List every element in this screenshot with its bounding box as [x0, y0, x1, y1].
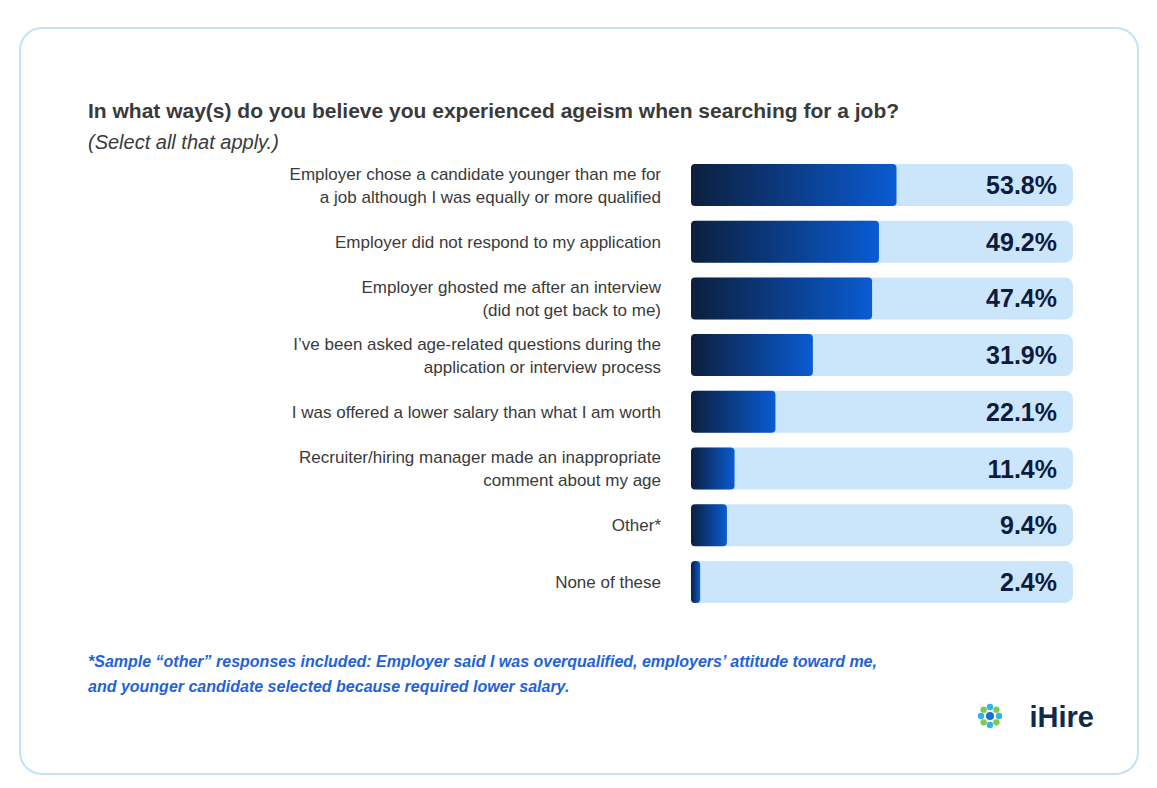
- footnote: *Sample “other” responses included: Empl…: [88, 653, 877, 695]
- bar: [691, 391, 775, 433]
- value-label: 53.8%: [986, 171, 1057, 199]
- bar-track: [691, 221, 1073, 263]
- logo-dot: [996, 713, 1002, 719]
- text-line: I was offered a lower salary than what I…: [292, 403, 661, 422]
- bar-track: [691, 334, 1073, 376]
- value-label: 31.9%: [986, 341, 1057, 369]
- text-line: None of these: [555, 573, 661, 592]
- bar-track: [691, 391, 1073, 433]
- logo-dot: [978, 713, 984, 719]
- bar: [691, 561, 700, 603]
- bars: [691, 164, 897, 603]
- bar-track: [691, 561, 1073, 603]
- bar-track: [691, 504, 1073, 546]
- text-line: comment about my age: [483, 471, 661, 490]
- bar: [691, 504, 727, 546]
- bar-track: [691, 448, 1073, 490]
- logo-dot: [987, 722, 993, 728]
- logo-icon: [978, 704, 1002, 728]
- category-label: Employer chose a candidate younger than …: [290, 165, 662, 207]
- logo-dot: [993, 706, 999, 712]
- bar: [691, 164, 897, 206]
- text-line: application or interview process: [424, 358, 661, 377]
- category-label: I was offered a lower salary than what I…: [292, 403, 661, 422]
- bar: [691, 221, 879, 263]
- bar-track: [691, 277, 1073, 319]
- text-line: a job although I was equally or more qua…: [320, 188, 661, 207]
- category-label: Employer did not respond to my applicati…: [335, 233, 661, 252]
- value-label: 9.4%: [1000, 511, 1057, 539]
- logo-dot: [980, 706, 986, 712]
- logo-dot: [986, 712, 994, 720]
- category-label: Other*: [612, 516, 662, 535]
- category-label: Employer ghosted me after an interview (d…: [361, 278, 661, 320]
- logo-dot: [993, 719, 999, 725]
- bar: [691, 448, 735, 490]
- value-label: 22.1%: [986, 398, 1057, 426]
- value-label: 11.4%: [987, 455, 1057, 483]
- value-label: 49.2%: [986, 228, 1057, 256]
- bar: [691, 334, 813, 376]
- text-line: I’ve been asked age-related questions du…: [293, 335, 661, 354]
- value-label: 2.4%: [1000, 568, 1057, 596]
- text-line: Employer chose a candidate younger than …: [290, 165, 662, 184]
- text-line: and younger candidate selected because r…: [88, 678, 569, 695]
- text-line: Employer ghosted me after an interview: [361, 278, 661, 297]
- category-label: Recruiter/hiring manager made an inappro…: [299, 448, 661, 490]
- bar: [691, 277, 872, 319]
- subtitle: (Select all that apply.): [88, 131, 279, 153]
- value-label: 47.4%: [986, 284, 1057, 312]
- labels: Employer chose a candidate younger than …: [290, 165, 1057, 596]
- text-line: Recruiter/hiring manager made an inappro…: [299, 448, 661, 467]
- text-line: Other*: [612, 516, 662, 535]
- text-line: (did not get back to me): [482, 301, 661, 320]
- text-line: *Sample “other” responses included: Empl…: [88, 653, 877, 670]
- logo-dot: [980, 719, 986, 725]
- logo-dot: [987, 704, 993, 710]
- text-line: Employer did not respond to my applicati…: [335, 233, 661, 252]
- category-label: I’ve been asked age-related questions du…: [293, 335, 661, 377]
- chart: In what way(s) do you believe you experi…: [0, 0, 1157, 788]
- category-label: None of these: [555, 573, 661, 592]
- bar-track: [691, 164, 1073, 206]
- logo-text: iHire: [1030, 701, 1094, 733]
- card: [20, 28, 1138, 774]
- title: In what way(s) do you believe you experi…: [88, 99, 899, 122]
- tracks: [691, 164, 1073, 603]
